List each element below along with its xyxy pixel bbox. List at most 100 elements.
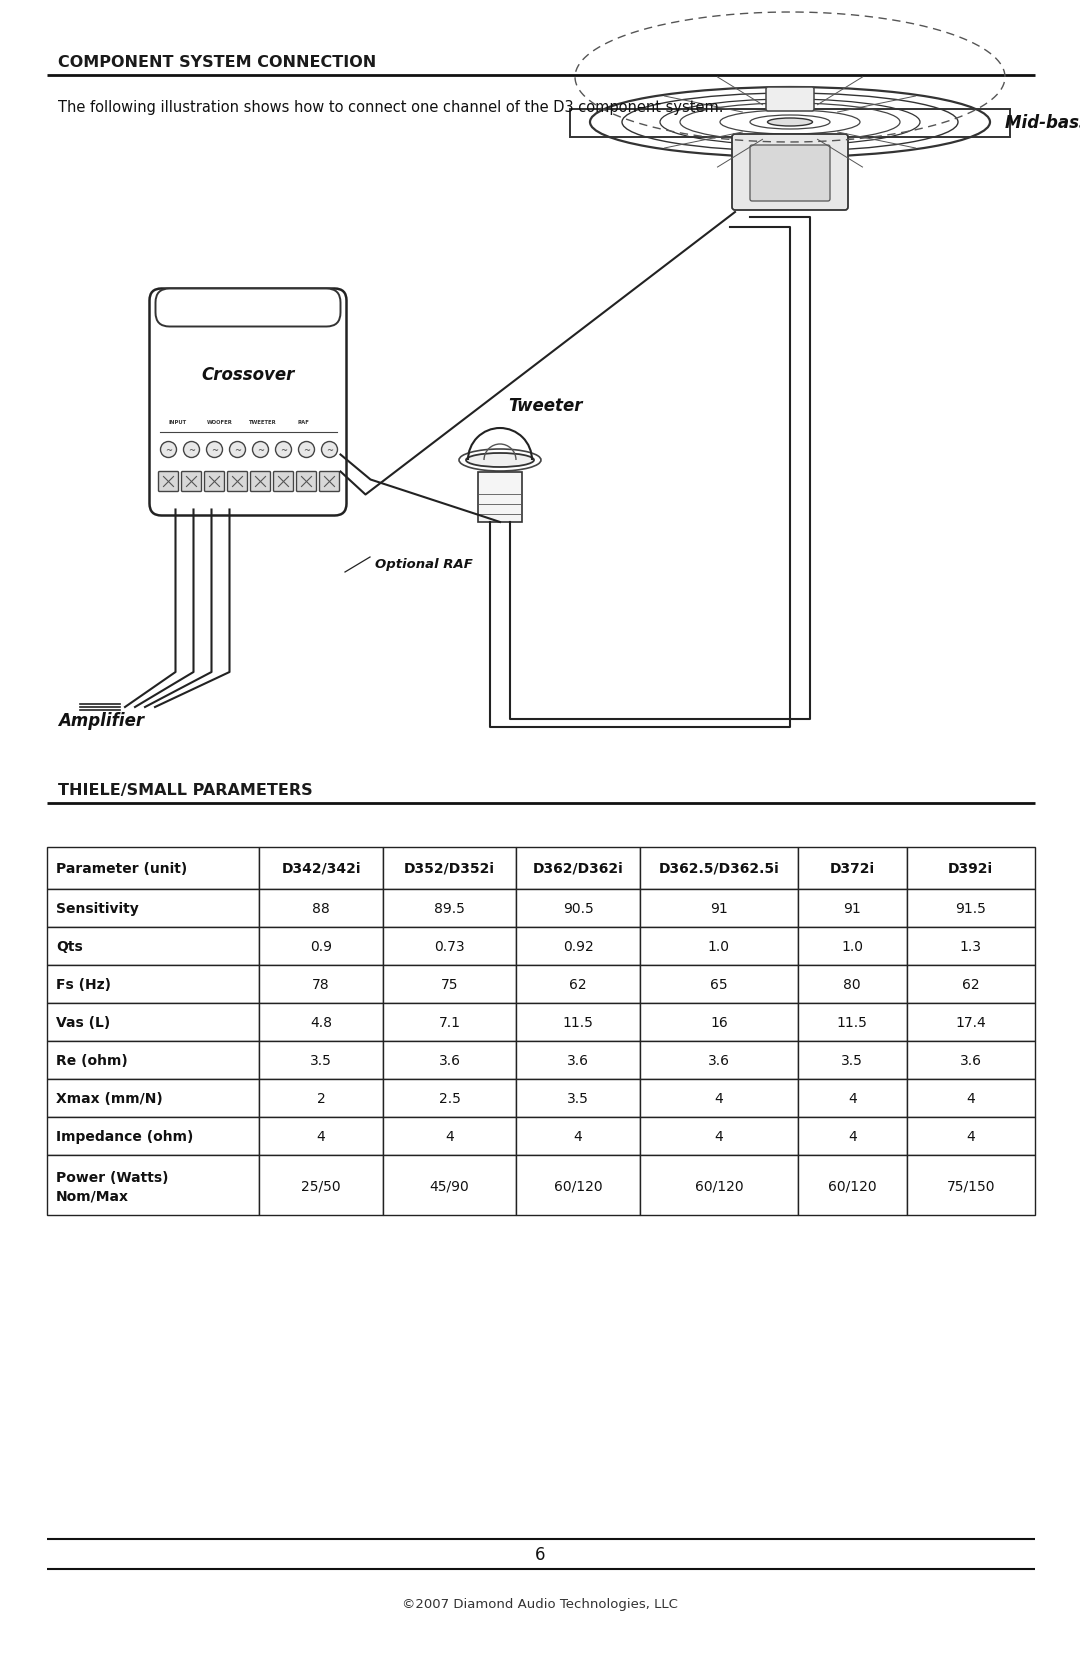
Text: D362.5/D362.5i: D362.5/D362.5i	[659, 862, 779, 875]
Bar	[383, 1155, 516, 1215]
Bar	[906, 1004, 1035, 1041]
Bar	[48, 1041, 259, 1079]
Bar	[516, 1117, 639, 1155]
Text: Re (ohm): Re (ohm)	[56, 1054, 127, 1067]
FancyBboxPatch shape	[732, 134, 848, 210]
Text: 11.5: 11.5	[837, 1016, 867, 1029]
Bar	[259, 1117, 383, 1155]
Bar	[798, 966, 906, 1004]
Text: Fs (Hz): Fs (Hz)	[56, 978, 111, 991]
Text: D342/342i: D342/342i	[282, 862, 361, 875]
Text: 3.6: 3.6	[960, 1054, 982, 1067]
Text: ~: ~	[280, 446, 287, 454]
Text: ~: ~	[303, 446, 310, 454]
Bar	[639, 966, 798, 1004]
Text: ©2007 Diamond Audio Technologies, LLC: ©2007 Diamond Audio Technologies, LLC	[402, 1597, 678, 1611]
Text: 1.0: 1.0	[841, 940, 863, 953]
Text: 80: 80	[843, 978, 861, 991]
Text: 0.92: 0.92	[563, 940, 593, 953]
Bar	[48, 890, 259, 928]
Text: 4: 4	[573, 1130, 582, 1143]
FancyBboxPatch shape	[204, 472, 225, 492]
Text: 25/50: 25/50	[301, 1178, 341, 1193]
Bar	[639, 847, 798, 890]
Bar	[639, 1079, 798, 1117]
Bar	[798, 847, 906, 890]
Text: Sensitivity: Sensitivity	[56, 901, 138, 915]
Text: The following illustration shows how to connect one channel of the D3 component : The following illustration shows how to …	[58, 99, 724, 114]
Bar	[570, 109, 1010, 138]
Bar	[906, 1117, 1035, 1155]
Text: 3.5: 3.5	[841, 1054, 863, 1067]
Bar	[48, 847, 259, 890]
Bar	[48, 928, 259, 966]
Bar	[48, 1155, 259, 1215]
Bar	[798, 1155, 906, 1215]
Text: 4: 4	[715, 1092, 724, 1105]
Circle shape	[253, 442, 269, 459]
Bar	[516, 928, 639, 966]
Bar	[48, 1117, 259, 1155]
Text: ~: ~	[257, 446, 264, 454]
Text: 60/120: 60/120	[554, 1178, 603, 1193]
Text: Tweeter: Tweeter	[508, 396, 582, 414]
Text: 4.8: 4.8	[310, 1016, 333, 1029]
Text: WOOFER: WOOFER	[206, 419, 232, 424]
Bar	[798, 1041, 906, 1079]
FancyBboxPatch shape	[320, 472, 339, 492]
Text: ~: ~	[188, 446, 195, 454]
Bar	[516, 1041, 639, 1079]
Bar	[478, 472, 522, 522]
Text: 60/120: 60/120	[694, 1178, 743, 1193]
Circle shape	[161, 442, 176, 459]
Bar	[516, 890, 639, 928]
Text: 1.3: 1.3	[960, 940, 982, 953]
Bar	[259, 847, 383, 890]
Text: 91.5: 91.5	[956, 901, 986, 915]
Circle shape	[275, 442, 292, 459]
Text: 2: 2	[316, 1092, 325, 1105]
Ellipse shape	[465, 454, 534, 467]
Bar	[516, 1079, 639, 1117]
Bar	[48, 966, 259, 1004]
Text: INPUT: INPUT	[168, 419, 187, 424]
Text: 4: 4	[967, 1092, 975, 1105]
Bar	[906, 1041, 1035, 1079]
Text: Vas (L): Vas (L)	[56, 1016, 110, 1029]
Bar	[259, 1041, 383, 1079]
Bar	[48, 1079, 259, 1117]
Text: Mid-bass Driver: Mid-bass Driver	[1005, 114, 1080, 133]
Text: Impedance (ohm): Impedance (ohm)	[56, 1130, 193, 1143]
Text: 4: 4	[316, 1130, 325, 1143]
Text: 4: 4	[848, 1130, 856, 1143]
Text: 17.4: 17.4	[956, 1016, 986, 1029]
Bar	[259, 966, 383, 1004]
Bar	[259, 1079, 383, 1117]
Text: D352/D352i: D352/D352i	[404, 862, 495, 875]
FancyBboxPatch shape	[181, 472, 202, 492]
Text: 11.5: 11.5	[563, 1016, 594, 1029]
Text: Xmax (mm/N): Xmax (mm/N)	[56, 1092, 163, 1105]
FancyBboxPatch shape	[766, 88, 814, 113]
Circle shape	[206, 442, 222, 459]
Circle shape	[184, 442, 200, 459]
FancyBboxPatch shape	[156, 290, 340, 328]
Bar	[639, 1155, 798, 1215]
Text: 4: 4	[445, 1130, 454, 1143]
Bar	[383, 928, 516, 966]
Bar	[798, 890, 906, 928]
Text: ~: ~	[211, 446, 218, 454]
Text: 0.9: 0.9	[310, 940, 333, 953]
Bar	[383, 1041, 516, 1079]
Text: 62: 62	[962, 978, 980, 991]
Text: Parameter (unit): Parameter (unit)	[56, 862, 187, 875]
FancyBboxPatch shape	[750, 146, 831, 202]
Text: Qts: Qts	[56, 940, 83, 953]
Bar	[906, 890, 1035, 928]
Bar	[906, 1155, 1035, 1215]
Ellipse shape	[768, 119, 812, 128]
Text: 62: 62	[569, 978, 586, 991]
Text: THIELE/SMALL PARAMETERS: THIELE/SMALL PARAMETERS	[58, 782, 312, 797]
FancyBboxPatch shape	[159, 472, 178, 492]
FancyBboxPatch shape	[273, 472, 294, 492]
